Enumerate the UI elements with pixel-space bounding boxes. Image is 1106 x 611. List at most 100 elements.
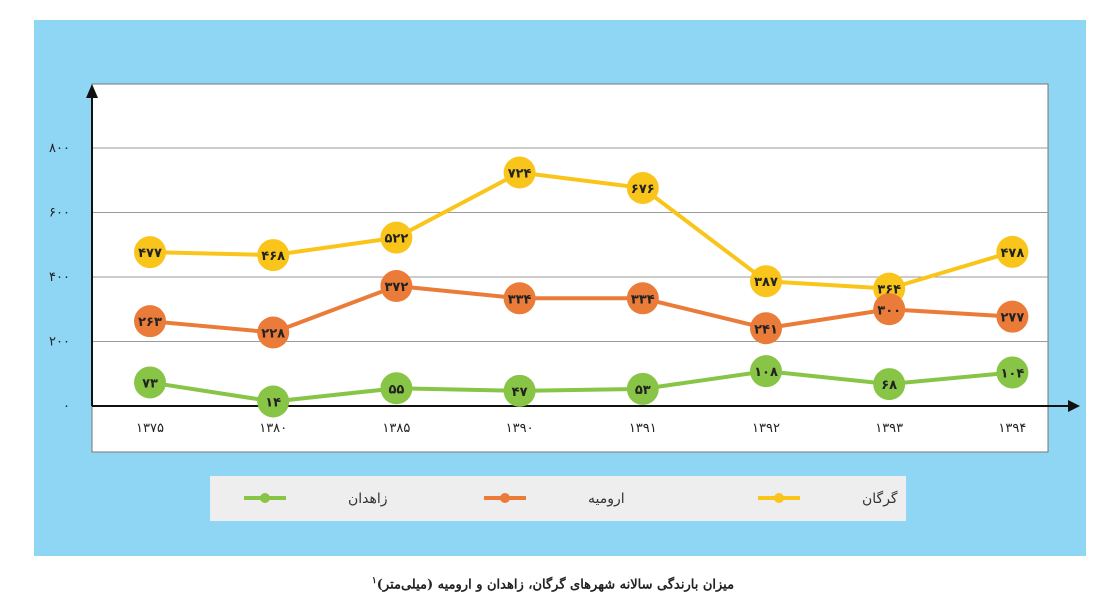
point-marker	[873, 368, 906, 401]
data-label: ۷۲۴	[508, 167, 532, 182]
data-label: ۱۴	[265, 395, 281, 410]
legend: زاهدان ارومیه گرگان	[210, 476, 906, 521]
point-marker	[996, 300, 1029, 333]
legend-item: زاهدان	[244, 491, 388, 507]
point-marker	[996, 235, 1029, 268]
point-marker	[626, 171, 659, 204]
point-marker	[873, 293, 906, 326]
data-point: ۲۴۱	[750, 312, 782, 345]
data-point: ۴۶۸	[257, 239, 290, 272]
data-point: ۷۲۴	[503, 156, 536, 189]
y-tick-label: ۶۰۰	[49, 206, 70, 221]
x-tick-label: ۱۳۸۵	[382, 421, 410, 436]
legend-item: گرگان	[758, 490, 898, 507]
data-point: ۲۷۷	[996, 300, 1029, 333]
point-marker	[134, 366, 166, 399]
y-tick-label: ۸۰۰	[49, 141, 70, 156]
point-marker	[257, 239, 290, 272]
data-label: ۴۷۷	[138, 246, 162, 261]
data-label: ۲۴۱	[754, 322, 778, 337]
legend-label: گرگان	[862, 490, 898, 507]
legend-box	[210, 476, 906, 521]
y-tick-label: ۲۰۰	[49, 335, 70, 350]
point-marker	[380, 372, 413, 405]
data-label: ۳۶۴	[877, 283, 901, 298]
point-marker	[134, 305, 166, 338]
data-label: ۴۷	[512, 385, 528, 400]
data-point: ۳۷۲	[380, 270, 413, 303]
legend-label: ارومیه	[588, 491, 625, 507]
y-tick-labels: ۰ ۲۰۰ ۴۰۰ ۶۰۰ ۸۰۰	[49, 141, 70, 414]
point-marker	[996, 356, 1029, 389]
x-tick-labels: ۱۳۷۵ ۱۳۸۰ ۱۳۸۵ ۱۳۹۰ ۱۳۹۱ ۱۳۹۲ ۱۳۹۳ ۱۳۹۴	[136, 421, 1026, 436]
point-marker	[503, 282, 536, 315]
data-point: ۴۷۷	[134, 236, 166, 269]
point-marker	[626, 282, 659, 315]
data-label: ۱۰۴	[1000, 366, 1024, 381]
data-label: ۵۲۲	[384, 232, 408, 247]
x-tick-label: ۱۳۹۰	[506, 421, 534, 436]
legend-item: ارومیه	[484, 491, 625, 507]
series-line	[149, 369, 1013, 404]
data-point: ۳۰۰	[873, 293, 906, 326]
data-point: ۱۰۴	[996, 356, 1029, 389]
caption-footnote-marker: ۱	[371, 576, 377, 586]
point-marker	[257, 316, 290, 349]
legend-swatch-dot	[260, 493, 270, 503]
series-line	[149, 170, 1013, 291]
y-axis-arrowhead	[86, 84, 98, 98]
point-marker	[257, 385, 290, 418]
point-marker	[380, 221, 413, 254]
data-label: ۶۷۶	[631, 182, 655, 197]
legend-swatch-dot	[774, 493, 784, 503]
data-label: ۶۸	[881, 378, 897, 393]
x-tick-label: ۱۳۹۳	[875, 421, 903, 436]
point-marker	[503, 374, 536, 407]
legend-swatch-dot	[500, 493, 510, 503]
point-marker	[626, 372, 659, 405]
caption-text: میزان بارندگی سالانه شهرهای گرگان، زاهدا…	[376, 577, 735, 593]
data-point: ۵۵	[380, 372, 413, 405]
x-axis-arrowhead	[1068, 400, 1080, 412]
point-marker	[750, 265, 782, 298]
data-point: ۶۸	[873, 368, 906, 401]
chart-panel: ۰ ۲۰۰ ۴۰۰ ۶۰۰ ۸۰۰ ۱۳۷۵ ۱۳۸۰ ۱۳۸۵ ۱۳۹۰ ۱۳۹۱ ۱۳۹۲ ۱۳…	[34, 20, 1086, 556]
y-tick-label: ۴۰۰	[49, 270, 70, 285]
point-marker	[750, 355, 782, 388]
data-label: ۴۶۸	[261, 249, 285, 264]
y-tick-label: ۰	[63, 399, 70, 414]
data-label: ۳۳۴	[631, 292, 655, 307]
data-label: ۳۳۴	[508, 292, 532, 307]
point-marker	[134, 236, 166, 269]
data-label: ۲۲۸	[261, 326, 285, 341]
x-tick-label: ۱۳۹۲	[752, 421, 780, 436]
data-point: ۲۲۸	[257, 316, 290, 349]
legend-label: زاهدان	[348, 491, 388, 507]
data-point: ۷۳	[134, 366, 166, 399]
data-point: ۳۳۴	[626, 282, 659, 315]
data-point: ۵۲۲	[380, 221, 413, 254]
point-marker	[750, 312, 782, 345]
data-label: ۱۰۸	[754, 365, 778, 380]
data-label: ۵۳	[635, 383, 651, 398]
data-label: ۳۷۲	[384, 280, 408, 295]
data-point: ۳۳۴	[503, 282, 536, 315]
data-label: ۳۸۷	[754, 275, 778, 290]
data-label: ۳۰۰	[877, 303, 901, 318]
data-label: ۷۳	[142, 376, 158, 391]
x-tick-label: ۱۳۸۰	[259, 421, 287, 436]
series-lines	[149, 170, 1013, 404]
data-point: ۱۴	[257, 385, 290, 418]
data-point: ۴۷۸	[996, 235, 1029, 268]
x-tick-label: ۱۳۹۱	[629, 421, 657, 436]
data-point: ۴۷	[503, 374, 536, 407]
data-point: ۵۳	[626, 372, 659, 405]
figure-caption: میزان بارندگی سالانه شهرهای گرگان، زاهدا…	[0, 566, 1106, 596]
axes	[86, 84, 1080, 412]
data-label: ۲۷۷	[1000, 311, 1024, 326]
data-point: ۱۰۸	[750, 355, 782, 388]
data-point: ۳۸۷	[750, 265, 782, 298]
data-label: ۲۶۳	[138, 315, 162, 330]
series-points: ۴۷۷ ۴۶۸ ۵۲۲ ۷۲۴ ۶۷۶ ۳۸۷ ۳۶۴ ۴۷۸ ۲۶۳ ۲۲۸ ۳۷۲ ۳۳۴ ۳۳۴ ۲…	[134, 156, 1029, 418]
